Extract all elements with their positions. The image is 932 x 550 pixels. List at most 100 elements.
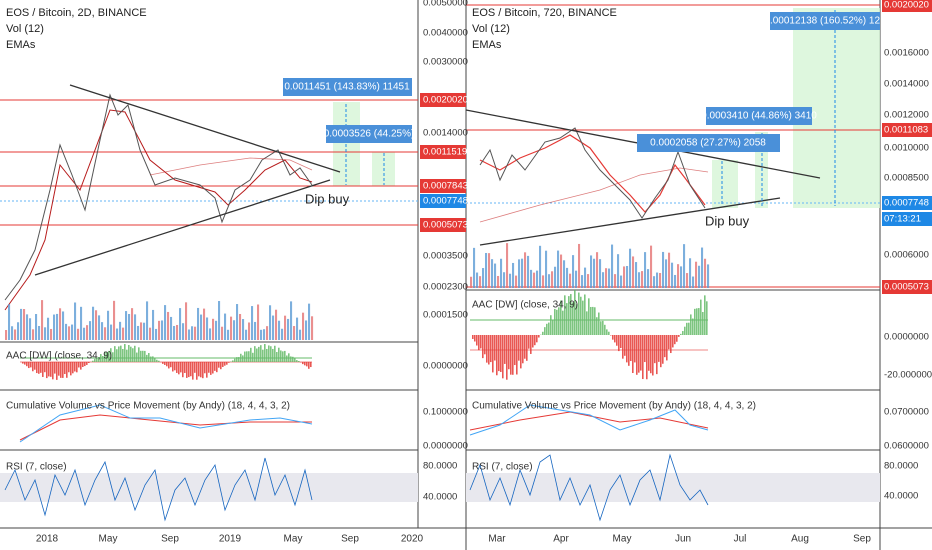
time-label: Sep <box>161 534 179 545</box>
volume-bar <box>281 328 284 340</box>
oscillator-bar <box>142 350 144 362</box>
axis-label: 80.0000 <box>884 461 918 472</box>
oscillator-bar <box>514 335 516 366</box>
volume-bar <box>215 320 218 340</box>
oscillator-bar <box>268 345 270 362</box>
oscillator-bar <box>604 324 606 335</box>
oscillator-bar <box>482 335 484 359</box>
time-label: May <box>284 534 303 545</box>
volume-bar <box>308 303 311 340</box>
axis-label: 0.0007748 <box>423 196 468 207</box>
axis-label: 0.0016000 <box>884 48 929 59</box>
oscillator-bar <box>296 360 298 362</box>
volume-bar <box>302 312 305 340</box>
volume-bar <box>41 300 44 340</box>
oscillator-bar <box>28 362 30 369</box>
oscillator-bar <box>92 360 94 362</box>
oscillator-bar <box>662 335 664 364</box>
oscillator-bar <box>80 362 82 370</box>
oscillator-bar <box>208 362 210 373</box>
oscillator-bar <box>60 362 62 378</box>
axis-label: 0.0011519 <box>423 147 467 158</box>
oscillator-bar <box>248 351 250 362</box>
volume-bar <box>635 262 638 288</box>
volume-bar <box>296 317 299 340</box>
annotation: Dip buy <box>705 213 750 228</box>
volume-bar <box>584 267 587 288</box>
pane-title: Cumulative Volume vs Price Movement (by … <box>472 401 756 412</box>
oscillator-bar <box>480 335 482 349</box>
oscillator-bar <box>690 314 692 335</box>
right-panel: EOS / Bitcoin, 720, BINANCE Vol (12) EMA… <box>472 7 886 473</box>
volume-bar <box>602 272 605 288</box>
axis-label: 0.0700000 <box>884 407 929 418</box>
oscillator-bar <box>618 335 620 352</box>
volume-bar <box>83 327 86 340</box>
oscillator-bar <box>22 362 24 364</box>
oscillator-bar <box>632 335 634 374</box>
oscillator-bar <box>190 362 192 377</box>
volume-bar <box>203 308 206 340</box>
pane-title: RSI (7, close) <box>472 462 533 473</box>
oscillator-bar <box>680 333 682 335</box>
volume-bar <box>194 326 197 340</box>
volume-bar <box>596 252 599 288</box>
volume-bar <box>644 252 647 288</box>
oscillator-bar <box>220 362 222 370</box>
oscillator-bar <box>648 335 650 371</box>
oscillator-bar <box>98 357 100 362</box>
oscillator-bar <box>134 345 136 362</box>
axis-label: -20.0000000 <box>884 370 932 381</box>
volume-bar <box>101 322 104 340</box>
oscillator-bar <box>66 362 68 378</box>
oscillator-bar <box>472 335 474 339</box>
volume-bar <box>485 252 488 288</box>
oscillator-bar <box>180 362 182 373</box>
oscillator-bar <box>670 335 672 354</box>
oscillator-bar <box>36 362 38 374</box>
time-label: May <box>99 534 118 545</box>
volume-bar <box>245 329 248 340</box>
axis-label: 0.0006000 <box>884 250 929 261</box>
volume-bar <box>566 267 569 288</box>
volume-bar <box>11 326 14 340</box>
oscillator-bar <box>170 362 172 368</box>
pane-title: AAC [DW] (close, 34, 9) <box>6 351 112 362</box>
volume-bar <box>677 264 680 288</box>
volume-bar <box>272 315 275 340</box>
volume-bar <box>125 311 128 340</box>
volume-bar <box>653 276 656 288</box>
oscillator-bar <box>532 335 534 348</box>
oscillator-bar <box>696 308 698 335</box>
volume-bar <box>539 245 542 288</box>
oscillator-bar <box>256 348 258 362</box>
volume-bar <box>668 252 671 288</box>
oscillator-bar <box>550 315 552 335</box>
oscillator-bar <box>526 335 528 361</box>
oscillator-bar <box>504 335 506 364</box>
volume-bar <box>266 326 269 340</box>
volume-bar <box>236 304 239 340</box>
oscillator-bar <box>622 335 624 359</box>
oscillator-bar <box>626 335 628 363</box>
volume-bar <box>641 271 644 288</box>
oscillator-bar <box>282 351 284 362</box>
oscillator-bar <box>564 295 566 335</box>
oscillator-bar <box>666 335 668 361</box>
volume-bar <box>599 259 602 288</box>
axis-label: 0.0007748 <box>884 198 929 209</box>
oscillator-bar <box>58 362 60 376</box>
oscillator-bar <box>188 362 190 378</box>
oscillator-bar <box>502 335 504 379</box>
oscillator-bar <box>304 362 306 366</box>
volume-bar <box>35 314 38 340</box>
oscillator-bar <box>48 362 50 377</box>
volume-bar <box>17 322 20 340</box>
volume-bar <box>536 270 539 288</box>
oscillator-bar <box>302 362 304 365</box>
oscillator-bar <box>252 352 254 362</box>
oscillator-bar <box>658 335 660 362</box>
volume-bar <box>305 320 308 340</box>
volume-bar <box>47 317 50 340</box>
oscillator-bar <box>238 357 240 362</box>
